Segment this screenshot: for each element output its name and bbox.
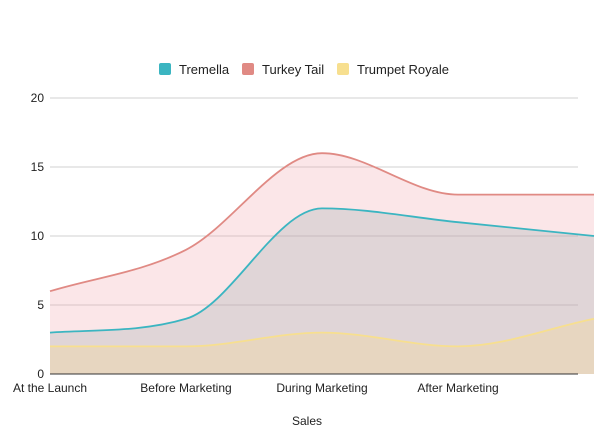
area-fill-tremella (50, 208, 594, 374)
series-line-tremella (49, 207, 595, 334)
y-tick-label: 20 (31, 91, 45, 105)
x-tick-label: After Marketing (417, 381, 498, 395)
legend-swatch (337, 63, 349, 75)
legend-label: Turkey Tail (262, 62, 324, 77)
area-fill-trumpet-royale (50, 318, 594, 374)
legend-item-trumpet-royale[interactable]: Trumpet Royale (337, 62, 449, 77)
x-axis-title: Sales (292, 414, 322, 428)
x-tick-label: Before Marketing (140, 381, 231, 395)
legend-label: Tremella (179, 62, 230, 77)
legend-label: Trumpet Royale (357, 62, 449, 77)
y-tick-label: 15 (31, 160, 45, 174)
legend-swatch (159, 63, 171, 75)
legend-item-tremella[interactable]: Tremella (159, 62, 230, 77)
series-line-trumpet-royale (50, 317, 595, 348)
y-tick-label: 10 (31, 229, 45, 243)
area-fills (50, 153, 594, 374)
series-line-turkey-tail (49, 152, 594, 293)
y-tick-label: 0 (37, 367, 44, 381)
gridlines (50, 97, 578, 306)
axes: 0 5 10 15 20 At the Launch Before Marketing Dur… (13, 91, 578, 395)
legend-swatch (242, 63, 254, 75)
legend-item-turkey-tail[interactable]: Turkey Tail (242, 62, 324, 77)
x-tick-label: At the Launch (13, 381, 87, 395)
legend: Tremella Turkey Tail Trumpet Royale (159, 62, 449, 77)
x-tick-label: During Marketing (276, 381, 367, 395)
y-tick-label: 5 (37, 298, 44, 312)
series-lines (49, 152, 595, 348)
